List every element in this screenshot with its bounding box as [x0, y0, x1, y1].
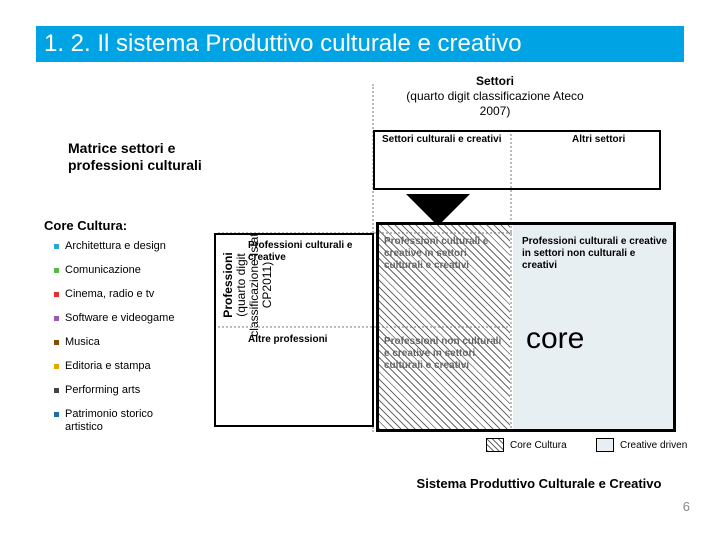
- quadrant-label-q2: Professioni culturali e creative in sett…: [522, 236, 668, 272]
- bullet-square-icon: [54, 316, 59, 321]
- page-number: 6: [683, 499, 690, 514]
- list-item: Editoria e stampa: [54, 360, 190, 373]
- legend-swatch-icon: [486, 438, 504, 452]
- sector-axis-label: Settori (quarto digit classificazione At…: [390, 74, 600, 119]
- axis-bold: Settori: [476, 74, 514, 88]
- column-header-other: Altri settori: [572, 134, 662, 146]
- bullet-label: Architettura e design: [65, 240, 166, 253]
- list-item: Patrimonio storico artistico: [54, 408, 190, 434]
- bullet-square-icon: [54, 388, 59, 393]
- bullet-label: Performing arts: [65, 384, 140, 397]
- quadrant-label-q3: Professioni non culturali e creative in …: [384, 336, 502, 372]
- bullet-square-icon: [54, 412, 59, 417]
- bullet-label: Musica: [65, 336, 100, 349]
- list-item: Architettura e design: [54, 240, 190, 253]
- diagram-footer-caption: Sistema Produttivo Culturale e Creativo: [394, 476, 684, 491]
- legend-driven: Creative driven: [596, 438, 720, 452]
- bullet-label: Patrimonio storico artistico: [65, 408, 190, 434]
- bullet-label: Editoria e stampa: [65, 360, 151, 373]
- core-bullet-list: Architettura e design Comunicazione Cine…: [54, 240, 190, 445]
- row-header-other: Altre professioni: [248, 334, 358, 346]
- matrix-diagram: Settori (quarto digit classificazione At…: [190, 74, 690, 494]
- bullet-square-icon: [54, 340, 59, 345]
- legend-swatch-icon: [596, 438, 614, 452]
- subtitle: Matrice settori e professioni culturali: [68, 140, 208, 174]
- bullet-square-icon: [54, 292, 59, 297]
- legend-label: Core Cultura: [510, 440, 567, 451]
- bullet-label: Cinema, radio e tv: [65, 288, 154, 301]
- column-header-cultural: Settori culturali e creativi: [382, 134, 502, 146]
- list-item: Performing arts: [54, 384, 190, 397]
- bullet-square-icon: [54, 244, 59, 249]
- core-cultura-heading: Core Cultura:: [44, 218, 127, 233]
- bullet-square-icon: [54, 268, 59, 273]
- core-word-label: core: [526, 322, 584, 356]
- list-item: Musica: [54, 336, 190, 349]
- list-item: Cinema, radio e tv: [54, 288, 190, 301]
- axis-sub: (quarto digit classificazione Ateco 2007…: [406, 89, 583, 118]
- quadrant-label-q1: Professioni culturali e creative in sett…: [384, 236, 502, 272]
- list-item: Software e videogame: [54, 312, 190, 325]
- row-header-cultural: Professioni culturali e creative: [248, 240, 358, 264]
- page-title: 1. 2. Il sistema Produttivo culturale e …: [36, 26, 684, 62]
- list-item: Comunicazione: [54, 264, 190, 277]
- legend-label: Creative driven: [620, 440, 687, 451]
- bullet-label: Software e videogame: [65, 312, 174, 325]
- bullet-square-icon: [54, 364, 59, 369]
- bullet-label: Comunicazione: [65, 264, 141, 277]
